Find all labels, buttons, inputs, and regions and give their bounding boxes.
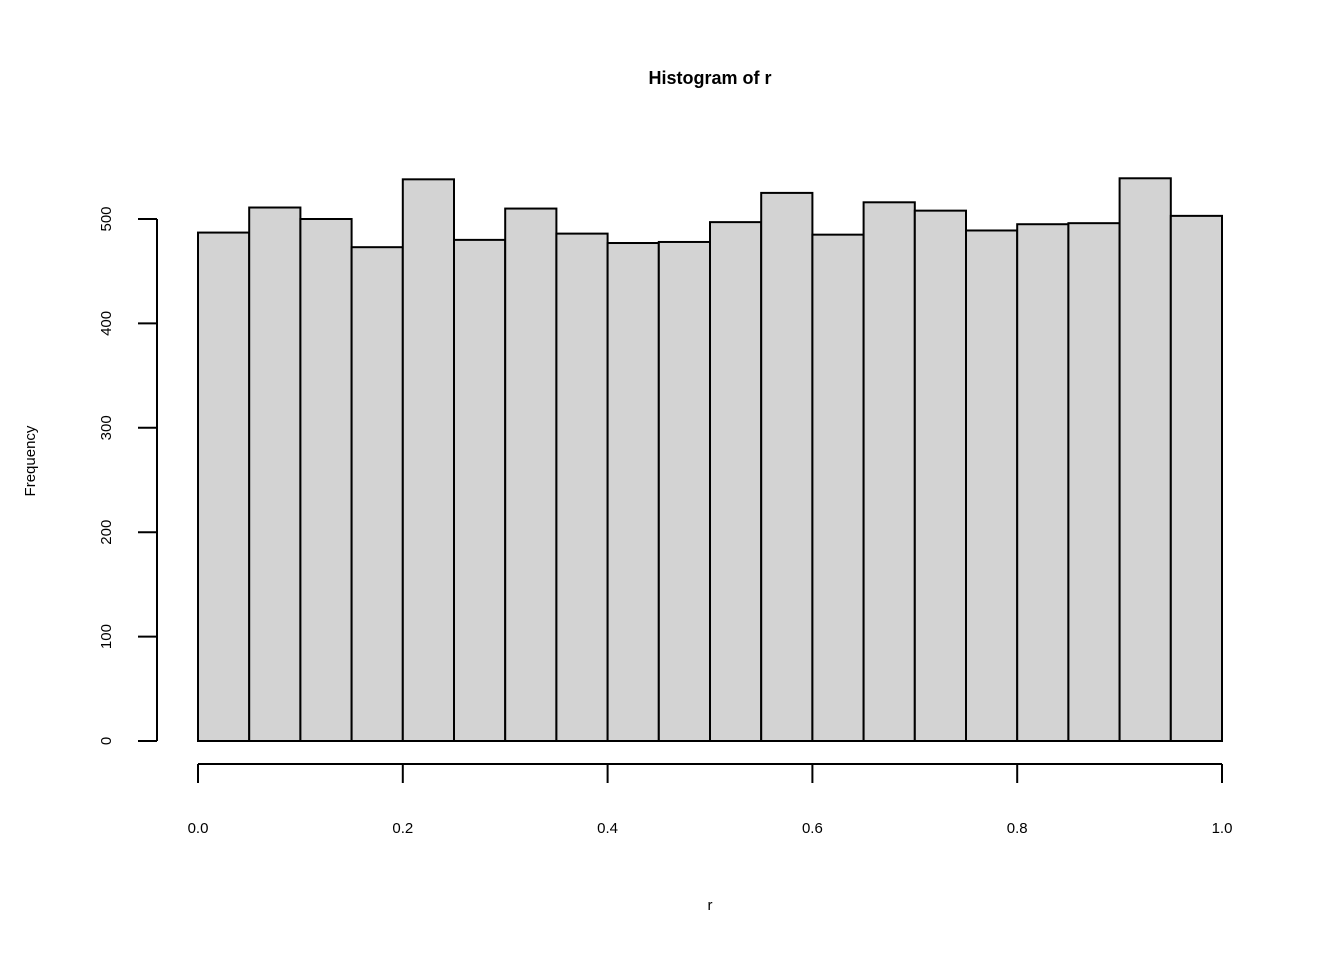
y-tick-label: 0 (98, 737, 115, 745)
y-tick-label: 100 (98, 624, 115, 649)
x-tick-label: 0.8 (1007, 820, 1028, 837)
y-tick-label: 200 (98, 520, 115, 545)
histogram-bar (862, 201, 916, 742)
x-tick-label: 0.6 (802, 820, 823, 837)
y-tick-label: 500 (98, 206, 115, 231)
histogram-bar (709, 221, 763, 742)
histogram-bar (1118, 177, 1172, 742)
histogram-bar (1169, 214, 1224, 743)
histogram-bar (197, 231, 251, 743)
y-axis-label: Frequency (22, 425, 39, 496)
y-axis: 0 100 200 300 400 500 (98, 206, 158, 745)
histogram-bar (504, 207, 558, 742)
histogram-bar (299, 218, 353, 742)
x-tick-label: 0.4 (597, 820, 618, 837)
histogram-bar (248, 206, 302, 743)
histogram-bar (965, 229, 1019, 742)
x-axis: 0.0 0.2 0.4 0.6 0.8 1.0 (188, 763, 1233, 837)
chart-title: Histogram of r (648, 68, 771, 88)
bars-group (197, 177, 1224, 743)
histogram-bar (657, 240, 711, 743)
histogram-bar (401, 178, 455, 742)
x-tick-label: 1.0 (1212, 820, 1233, 837)
histogram-bar (1067, 222, 1121, 742)
histogram-bar (606, 242, 660, 742)
y-tick-label: 300 (98, 415, 115, 440)
x-tick-label: 0.0 (188, 820, 209, 837)
histogram-bar (350, 246, 404, 743)
histogram-bar (913, 209, 967, 742)
histogram-bar (760, 191, 814, 742)
histogram-bar (453, 238, 507, 742)
histogram-bar (555, 232, 609, 742)
histogram-bar (1016, 223, 1070, 743)
y-tick-label: 400 (98, 311, 115, 336)
x-tick-label: 0.2 (392, 820, 413, 837)
x-axis-label: r (708, 897, 713, 914)
histogram-bar (811, 233, 865, 742)
